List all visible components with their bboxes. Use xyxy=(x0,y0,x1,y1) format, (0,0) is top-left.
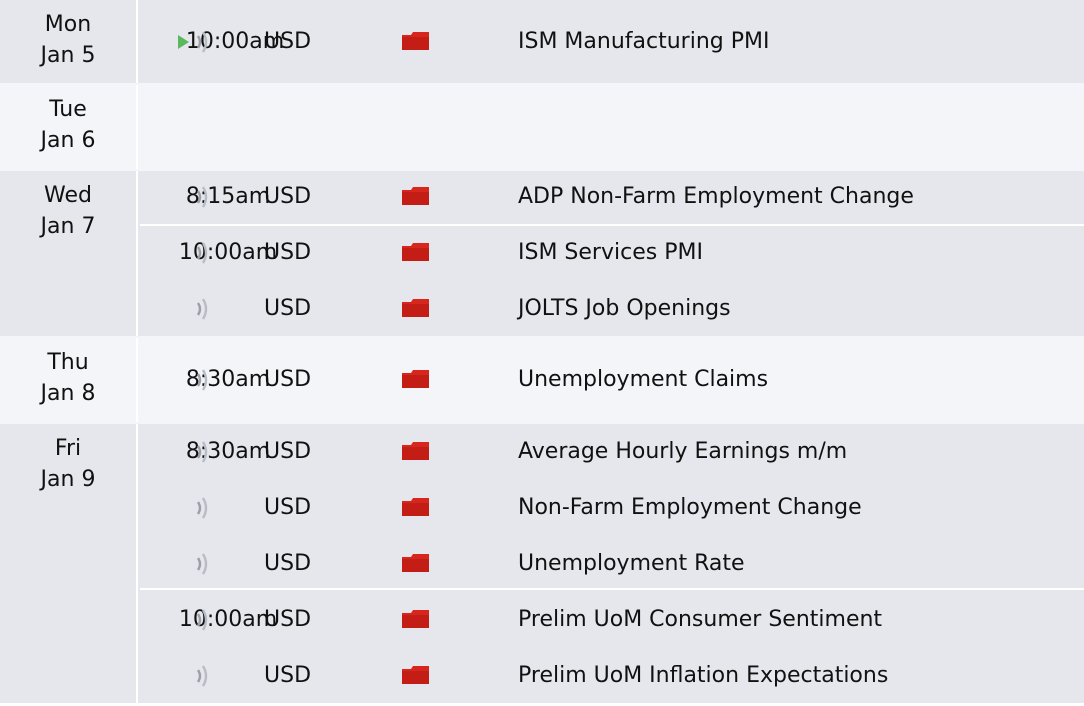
sound-icon[interactable] xyxy=(192,239,214,267)
high-impact-folder-icon[interactable] xyxy=(401,609,430,629)
event-name[interactable]: JOLTS Job Openings xyxy=(518,296,731,321)
event-currency: USD xyxy=(264,439,312,464)
sound-icon[interactable] xyxy=(192,366,214,394)
date-label: Jan 6 xyxy=(40,128,96,153)
sound-icon[interactable] xyxy=(192,550,214,578)
high-impact-folder-icon[interactable] xyxy=(401,441,430,461)
date-cell: Tue Jan 6 xyxy=(0,85,138,169)
event-name[interactable]: Unemployment Rate xyxy=(518,551,745,576)
event-currency: USD xyxy=(264,607,312,632)
high-impact-folder-icon[interactable] xyxy=(401,665,430,685)
date-cell: Wed Jan 7 xyxy=(0,171,138,336)
event-row[interactable]: USD Non-Farm Employment Change xyxy=(0,480,1084,536)
row-divider xyxy=(140,224,1084,226)
date-label: Jan 7 xyxy=(40,214,96,239)
date-label: Jan 9 xyxy=(40,467,96,492)
weekday-label: Fri xyxy=(54,436,82,461)
weekday-label: Thu xyxy=(47,350,89,375)
event-row[interactable]: USD Unemployment Rate xyxy=(0,536,1084,592)
event-name[interactable]: ADP Non-Farm Employment Change xyxy=(518,184,914,209)
sound-icon[interactable] xyxy=(192,606,214,634)
high-impact-folder-icon[interactable] xyxy=(401,497,430,517)
day-group-mon: Mon Jan 5 10:00am USD ISM Manufacturing … xyxy=(0,0,1084,83)
event-time: 10:00am xyxy=(140,14,316,70)
event-time: 10:00am xyxy=(178,607,278,632)
event-currency: USD xyxy=(264,367,312,392)
event-row[interactable]: 8:30am USD Average Hourly Earnings m/m xyxy=(0,424,1084,480)
event-currency: USD xyxy=(264,551,312,576)
sound-icon[interactable] xyxy=(192,183,214,211)
weekday-label: Tue xyxy=(49,97,87,122)
sound-icon[interactable] xyxy=(192,662,214,690)
event-row[interactable]: 8:15am USD ADP Non-Farm Employment Chang… xyxy=(0,169,1084,225)
event-row[interactable]: 10:00am USD ISM Services PMI xyxy=(0,225,1084,281)
event-currency: USD xyxy=(264,240,312,265)
high-impact-folder-icon[interactable] xyxy=(401,369,430,389)
date-label: Jan 8 xyxy=(40,381,96,406)
event-name[interactable]: Unemployment Claims xyxy=(518,367,769,392)
event-currency: USD xyxy=(264,29,312,54)
event-name[interactable]: ISM Services PMI xyxy=(518,240,703,265)
day-group-wed: Wed Jan 7 8:15am USD ADP Non-Farm Employ… xyxy=(0,171,1084,336)
event-row[interactable]: USD JOLTS Job Openings xyxy=(0,281,1084,337)
high-impact-folder-icon[interactable] xyxy=(401,553,430,573)
day-group-tue: Tue Jan 6 xyxy=(0,85,1084,169)
date-label: Jan 5 xyxy=(40,43,96,68)
sound-icon[interactable] xyxy=(192,295,214,323)
play-icon xyxy=(178,35,189,49)
event-row[interactable]: 10:00am USD ISM Manufacturing PMI xyxy=(0,14,1084,70)
event-time: 10:00am xyxy=(178,240,278,265)
event-currency: USD xyxy=(264,296,312,321)
event-row[interactable]: USD Prelim UoM Inflation Expectations xyxy=(0,648,1084,704)
day-group-fri: Fri Jan 9 8:30am USD Average Hourly Earn… xyxy=(0,424,1084,703)
event-name[interactable]: Prelim UoM Consumer Sentiment xyxy=(518,607,883,632)
event-name[interactable]: Prelim UoM Inflation Expectations xyxy=(518,663,889,688)
weekday-label: Wed xyxy=(44,183,92,208)
event-name[interactable]: Non-Farm Employment Change xyxy=(518,495,862,520)
date-cell: Mon Jan 5 xyxy=(0,0,138,83)
event-name[interactable]: Average Hourly Earnings m/m xyxy=(518,439,848,464)
high-impact-folder-icon[interactable] xyxy=(401,242,430,262)
high-impact-folder-icon[interactable] xyxy=(401,298,430,318)
date-cell: Fri Jan 9 xyxy=(0,424,138,703)
row-divider xyxy=(140,588,1084,590)
weekday-label: Mon xyxy=(44,12,92,37)
sound-icon[interactable] xyxy=(192,438,214,466)
event-currency: USD xyxy=(264,495,312,520)
event-currency: USD xyxy=(264,663,312,688)
high-impact-folder-icon[interactable] xyxy=(401,31,430,51)
sound-icon[interactable] xyxy=(192,28,214,56)
sound-icon[interactable] xyxy=(192,494,214,522)
date-cell: Thu Jan 8 xyxy=(0,338,138,422)
high-impact-folder-icon[interactable] xyxy=(401,186,430,206)
day-group-thu: Thu Jan 8 8:30am USD Unemployment Claims xyxy=(0,338,1084,422)
event-row[interactable]: 8:30am USD Unemployment Claims xyxy=(0,352,1084,408)
event-currency: USD xyxy=(264,184,312,209)
table-bottom-border xyxy=(0,703,1084,706)
event-row[interactable]: 10:00am USD Prelim UoM Consumer Sentimen… xyxy=(0,592,1084,648)
event-name[interactable]: ISM Manufacturing PMI xyxy=(518,29,770,54)
